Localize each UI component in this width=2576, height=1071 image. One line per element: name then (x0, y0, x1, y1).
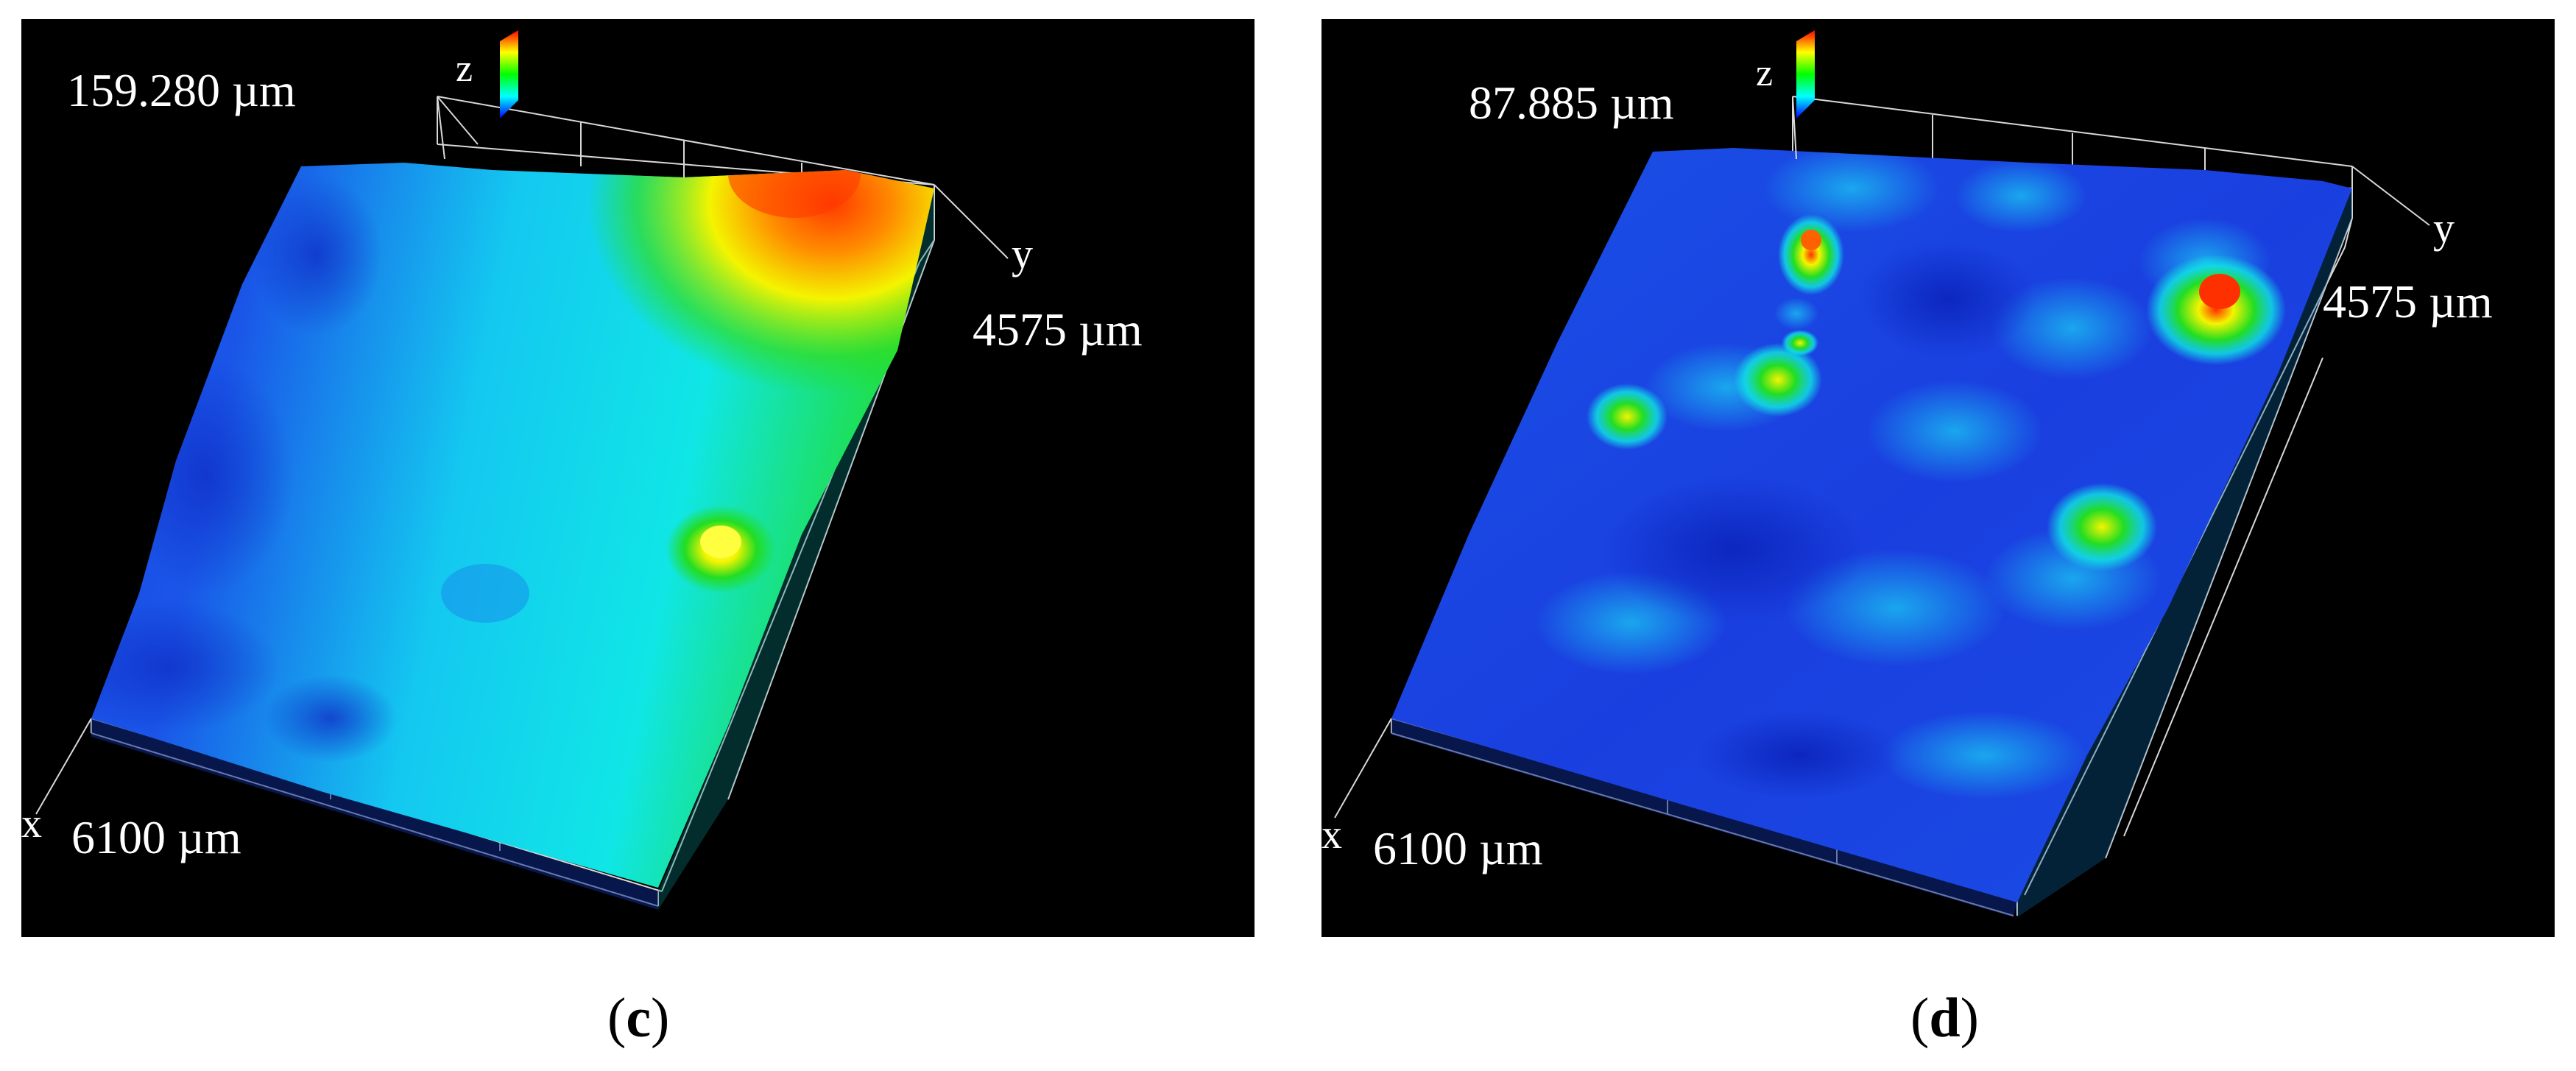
z-axis-c (437, 96, 445, 160)
axis-y-label-c: y (1012, 230, 1033, 278)
y-length-label-c: 4575 µm (973, 303, 1143, 356)
axis-z-label-d: z (1756, 52, 1774, 94)
z-axis-d (1792, 96, 1797, 160)
axis-x-label-c: x (21, 801, 42, 846)
x-length-label-d: 6100 µm (1373, 822, 1543, 874)
surface-plot-c: 159.280 µm z y 4575 µm x 6100 µm (21, 19, 1255, 937)
x-length-label-c: 6100 µm (71, 811, 241, 863)
z-max-label-c: 159.280 µm (67, 64, 296, 116)
color-scale-d (1796, 30, 1815, 119)
axis-x-label-d: x (1321, 812, 1342, 858)
z-max-label-d: 87.885 µm (1469, 77, 1674, 129)
surface-3d-d (1334, 30, 2430, 917)
caption-c: (c) (607, 987, 670, 1049)
surface-plot-d: 87.885 µm z y 4575 µm x 6100 µm (1321, 19, 2555, 937)
axis-z-label-c: z (456, 48, 473, 90)
y-length-label-d: 4575 µm (2323, 275, 2493, 328)
caption-d: (d) (1910, 987, 1979, 1049)
axis-y-label-d: y (2433, 204, 2455, 252)
surface-3d-c (35, 30, 1009, 910)
color-scale-c (500, 30, 518, 119)
